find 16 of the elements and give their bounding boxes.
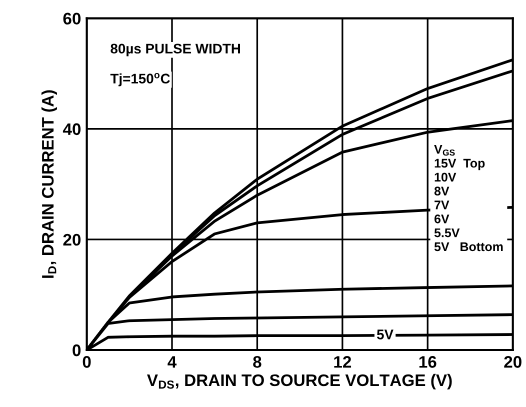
y-tick-label: 20 bbox=[63, 234, 81, 246]
x-tick-label: 8 bbox=[253, 356, 262, 368]
x-axis-title: V$_{DS}$, DRAIN TO SOURCE VOLTAGE (V) bbox=[147, 374, 452, 390]
x-tick-label: 12 bbox=[334, 356, 352, 368]
x-tick-label: 16 bbox=[419, 356, 436, 368]
annotation: 5V bbox=[376, 330, 394, 340]
y-tick-label: 60 bbox=[63, 12, 81, 25]
annotation: 80µs PULSE WIDTH bbox=[110, 44, 240, 56]
x-tick-label: 4 bbox=[168, 356, 177, 368]
y-tick-label: 0 bbox=[72, 344, 81, 356]
y-axis-title: I$_{D}$, DRAIN CURRENT (A) bbox=[41, 90, 58, 278]
x-tick-label: 0 bbox=[82, 356, 91, 368]
text: V$_{GS}$ 15V Top 10V 8V 7V 6V 5.5V 5V Bottom bbox=[434, 144, 503, 252]
y-tick-label: 40 bbox=[62, 123, 81, 136]
x-tick-label: 20 bbox=[504, 356, 522, 368]
annotation: Tj=150$^{o}$C bbox=[110, 73, 170, 86]
